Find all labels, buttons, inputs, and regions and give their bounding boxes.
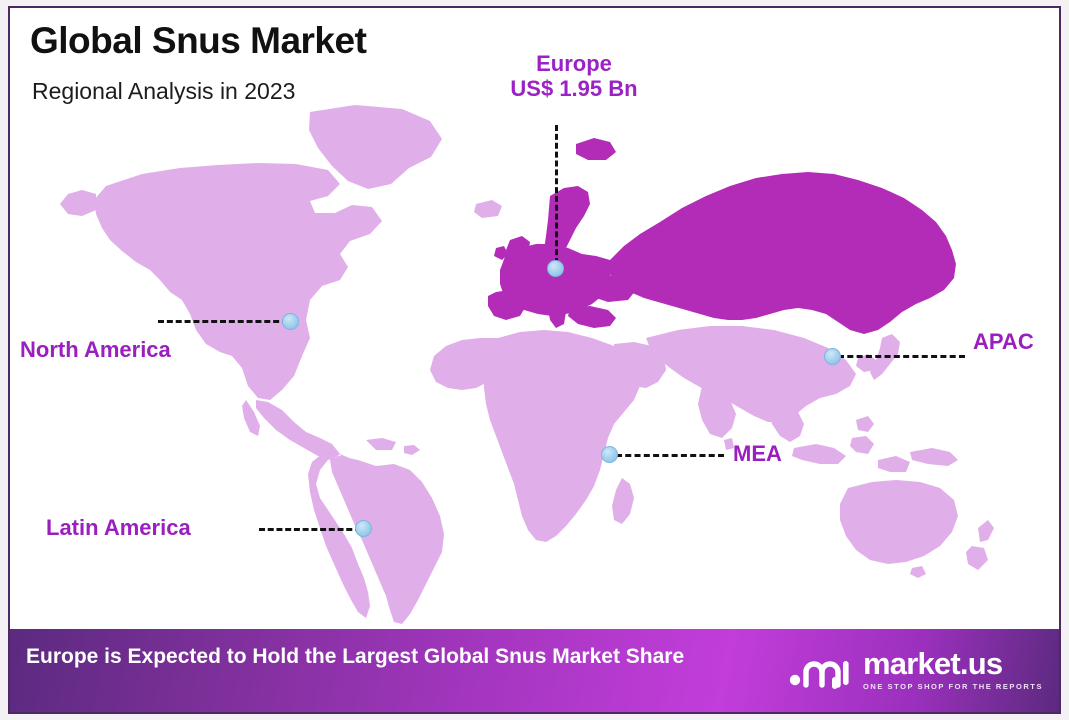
banner-headline: Europe is Expected to Hold the Largest G… (26, 645, 685, 668)
leader-line-europe (555, 125, 558, 264)
callout-latin-america: Latin America (46, 515, 191, 540)
market-us-logo-icon (789, 661, 849, 689)
map-base-regions (60, 105, 994, 624)
map-marker-mea[interactable] (601, 446, 618, 463)
map-marker-apac[interactable] (824, 348, 841, 365)
logo-tagline: ONE STOP SHOP FOR THE REPORTS (863, 681, 1043, 691)
leader-line-mea (616, 454, 724, 457)
map-highlight-europe-russia (488, 138, 956, 334)
brand-logo[interactable]: market.us ONE STOP SHOP FOR THE REPORTS (788, 647, 1043, 691)
callout-europe-value: US$ 1.95 Bn (510, 75, 638, 101)
world-map (10, 8, 1059, 628)
page-title: Global Snus Market (30, 20, 367, 61)
map-marker-europe[interactable] (547, 260, 564, 277)
callout-europe-name: Europe (536, 51, 612, 76)
callout-apac: APAC (973, 329, 1034, 354)
infographic-frame: Global Snus Market Regional Analysis in … (8, 6, 1061, 714)
leader-line-latin-america (259, 528, 361, 531)
callout-north-america: North America (20, 337, 171, 362)
leader-line-apac (838, 355, 965, 358)
callout-europe: Europe US$ 1.95 Bn (494, 51, 654, 101)
logo-text-block: market.us ONE STOP SHOP FOR THE REPORTS (863, 648, 1043, 691)
map-marker-latin-america[interactable] (355, 520, 372, 537)
page-subtitle: Regional Analysis in 2023 (32, 78, 296, 104)
logo-wordmark: market.us (863, 645, 1003, 681)
callout-mea: MEA (733, 441, 782, 466)
bottom-banner: Europe is Expected to Hold the Largest G… (10, 629, 1059, 712)
map-marker-north-america[interactable] (282, 313, 299, 330)
leader-line-north-america (158, 320, 288, 323)
